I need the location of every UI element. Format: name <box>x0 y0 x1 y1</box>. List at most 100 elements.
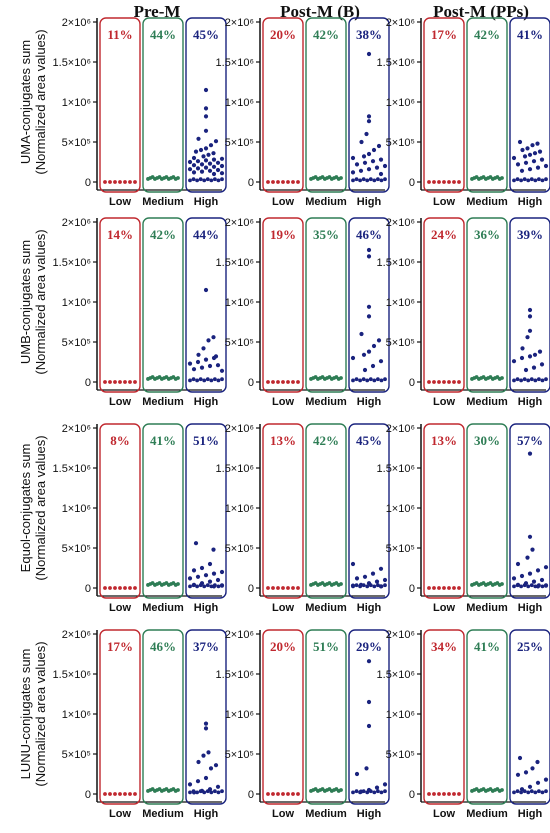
data-point <box>176 376 180 380</box>
data-point <box>296 586 300 590</box>
x-tick-label: Medium <box>142 196 184 208</box>
data-point <box>108 180 112 184</box>
data-point <box>361 352 367 357</box>
x-tick-label: Low <box>109 602 131 614</box>
data-point <box>544 177 548 182</box>
data-point <box>537 149 543 154</box>
data-point <box>536 177 541 182</box>
y-tick-label: 2×10⁶ <box>225 423 254 435</box>
data-point <box>519 168 525 173</box>
category-box <box>348 17 390 193</box>
percentage-label: 42% <box>150 227 176 242</box>
x-tick-label: Low <box>272 602 294 614</box>
data-point <box>530 547 535 552</box>
percentage-label: 35% <box>313 227 339 242</box>
y-axis-label-line: (Normalized area values) <box>33 29 48 174</box>
data-point <box>452 180 456 184</box>
x-tick-label: High <box>518 396 543 408</box>
data-point <box>375 377 380 382</box>
y-tick-label: 0 <box>248 583 254 595</box>
x-tick-label: Low <box>433 808 455 820</box>
y-tick-label: 1×10⁶ <box>62 503 91 515</box>
data-point <box>535 141 540 146</box>
data-point <box>123 380 127 384</box>
data-point <box>511 155 517 161</box>
data-point <box>536 583 541 588</box>
data-point <box>203 114 209 119</box>
data-point <box>539 157 545 162</box>
data-point <box>382 782 388 787</box>
data-point <box>205 177 210 182</box>
data-point <box>296 792 300 796</box>
data-point <box>457 180 461 184</box>
data-point <box>533 378 538 383</box>
data-point <box>437 586 441 590</box>
y-axis-label: UMB-conjugates sum (Normalized area value… <box>18 229 48 374</box>
data-point <box>206 750 211 755</box>
data-point <box>383 583 387 588</box>
data-point <box>187 361 193 366</box>
data-point <box>271 380 275 384</box>
data-point <box>188 584 192 589</box>
data-point <box>529 177 534 182</box>
percentage-label: 44% <box>193 227 219 242</box>
data-point <box>366 51 372 57</box>
data-point <box>543 777 549 782</box>
data-point <box>527 451 533 456</box>
category-box <box>348 423 390 599</box>
data-point <box>350 355 356 361</box>
data-point <box>432 586 436 590</box>
data-point <box>452 792 456 796</box>
data-point <box>536 377 541 382</box>
data-point <box>531 579 537 584</box>
data-point <box>128 380 132 384</box>
data-point <box>378 359 384 364</box>
data-point <box>198 583 203 588</box>
data-point <box>365 584 370 589</box>
data-point <box>530 766 535 771</box>
data-point <box>291 586 295 590</box>
data-point <box>368 583 373 588</box>
y-tick-label: 0 <box>409 177 415 189</box>
data-point <box>351 584 355 589</box>
data-point <box>266 380 270 384</box>
data-point <box>271 792 275 796</box>
data-point <box>113 792 117 796</box>
y-tick-label: 5×10⁵ <box>62 337 91 349</box>
data-point <box>203 87 209 93</box>
data-point <box>544 583 548 588</box>
data-point <box>362 160 368 165</box>
x-tick-label: Medium <box>305 396 347 408</box>
data-point <box>276 586 280 590</box>
data-point <box>212 789 217 794</box>
data-point <box>207 561 213 567</box>
data-point <box>216 178 221 183</box>
category-box <box>423 217 465 393</box>
data-point <box>113 586 117 590</box>
data-point <box>108 792 112 796</box>
data-point <box>220 583 224 588</box>
data-point <box>191 377 196 382</box>
data-point <box>375 789 380 794</box>
data-point <box>286 792 290 796</box>
data-point <box>527 314 533 319</box>
data-point <box>133 380 137 384</box>
data-point <box>207 168 213 173</box>
data-point <box>195 359 201 365</box>
y-tick-label: 1.5×10⁶ <box>53 257 91 269</box>
y-tick-label: 1×10⁶ <box>225 503 254 515</box>
x-tick-label: Low <box>109 396 131 408</box>
x-tick-label: High <box>357 602 382 614</box>
percentage-label: 34% <box>431 639 457 654</box>
data-point <box>202 584 207 589</box>
category-box <box>509 17 550 193</box>
category-box <box>99 423 141 599</box>
x-tick-label: Medium <box>466 602 508 614</box>
data-point <box>350 155 356 161</box>
data-point <box>366 114 372 119</box>
data-point <box>286 180 290 184</box>
data-point <box>211 164 217 169</box>
data-point <box>366 254 372 259</box>
x-tick-label: Low <box>433 396 455 408</box>
x-tick-label: Medium <box>466 196 508 208</box>
